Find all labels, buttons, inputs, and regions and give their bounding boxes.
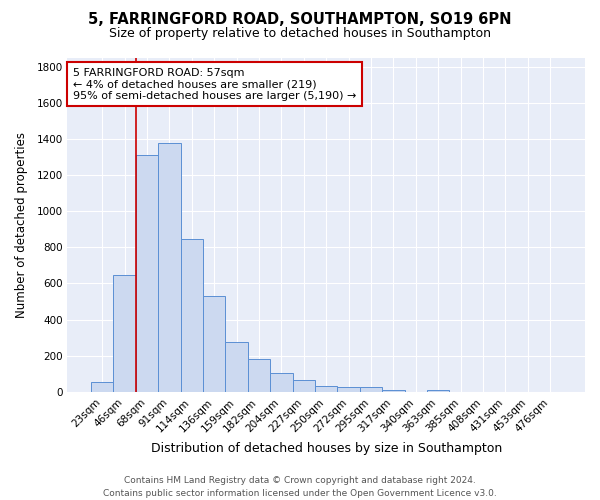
Bar	[136, 155, 158, 392]
Bar	[158, 144, 181, 392]
Bar	[91, 382, 113, 392]
Bar	[337, 386, 360, 392]
Text: 5, FARRINGFORD ROAD, SOUTHAMPTON, SO19 6PN: 5, FARRINGFORD ROAD, SOUTHAMPTON, SO19 6…	[88, 12, 512, 28]
Bar	[382, 390, 404, 392]
Bar	[203, 296, 226, 392]
Bar	[315, 386, 337, 392]
Y-axis label: Number of detached properties: Number of detached properties	[15, 132, 28, 318]
Bar	[293, 380, 315, 392]
Bar	[427, 390, 449, 392]
Text: 5 FARRINGFORD ROAD: 57sqm
← 4% of detached houses are smaller (219)
95% of semi-: 5 FARRINGFORD ROAD: 57sqm ← 4% of detach…	[73, 68, 356, 100]
Bar	[226, 342, 248, 392]
Bar	[113, 276, 136, 392]
Bar	[248, 358, 270, 392]
Bar	[181, 239, 203, 392]
Text: Size of property relative to detached houses in Southampton: Size of property relative to detached ho…	[109, 28, 491, 40]
Bar	[270, 373, 293, 392]
Bar	[360, 388, 382, 392]
Text: Contains HM Land Registry data © Crown copyright and database right 2024.
Contai: Contains HM Land Registry data © Crown c…	[103, 476, 497, 498]
X-axis label: Distribution of detached houses by size in Southampton: Distribution of detached houses by size …	[151, 442, 502, 455]
